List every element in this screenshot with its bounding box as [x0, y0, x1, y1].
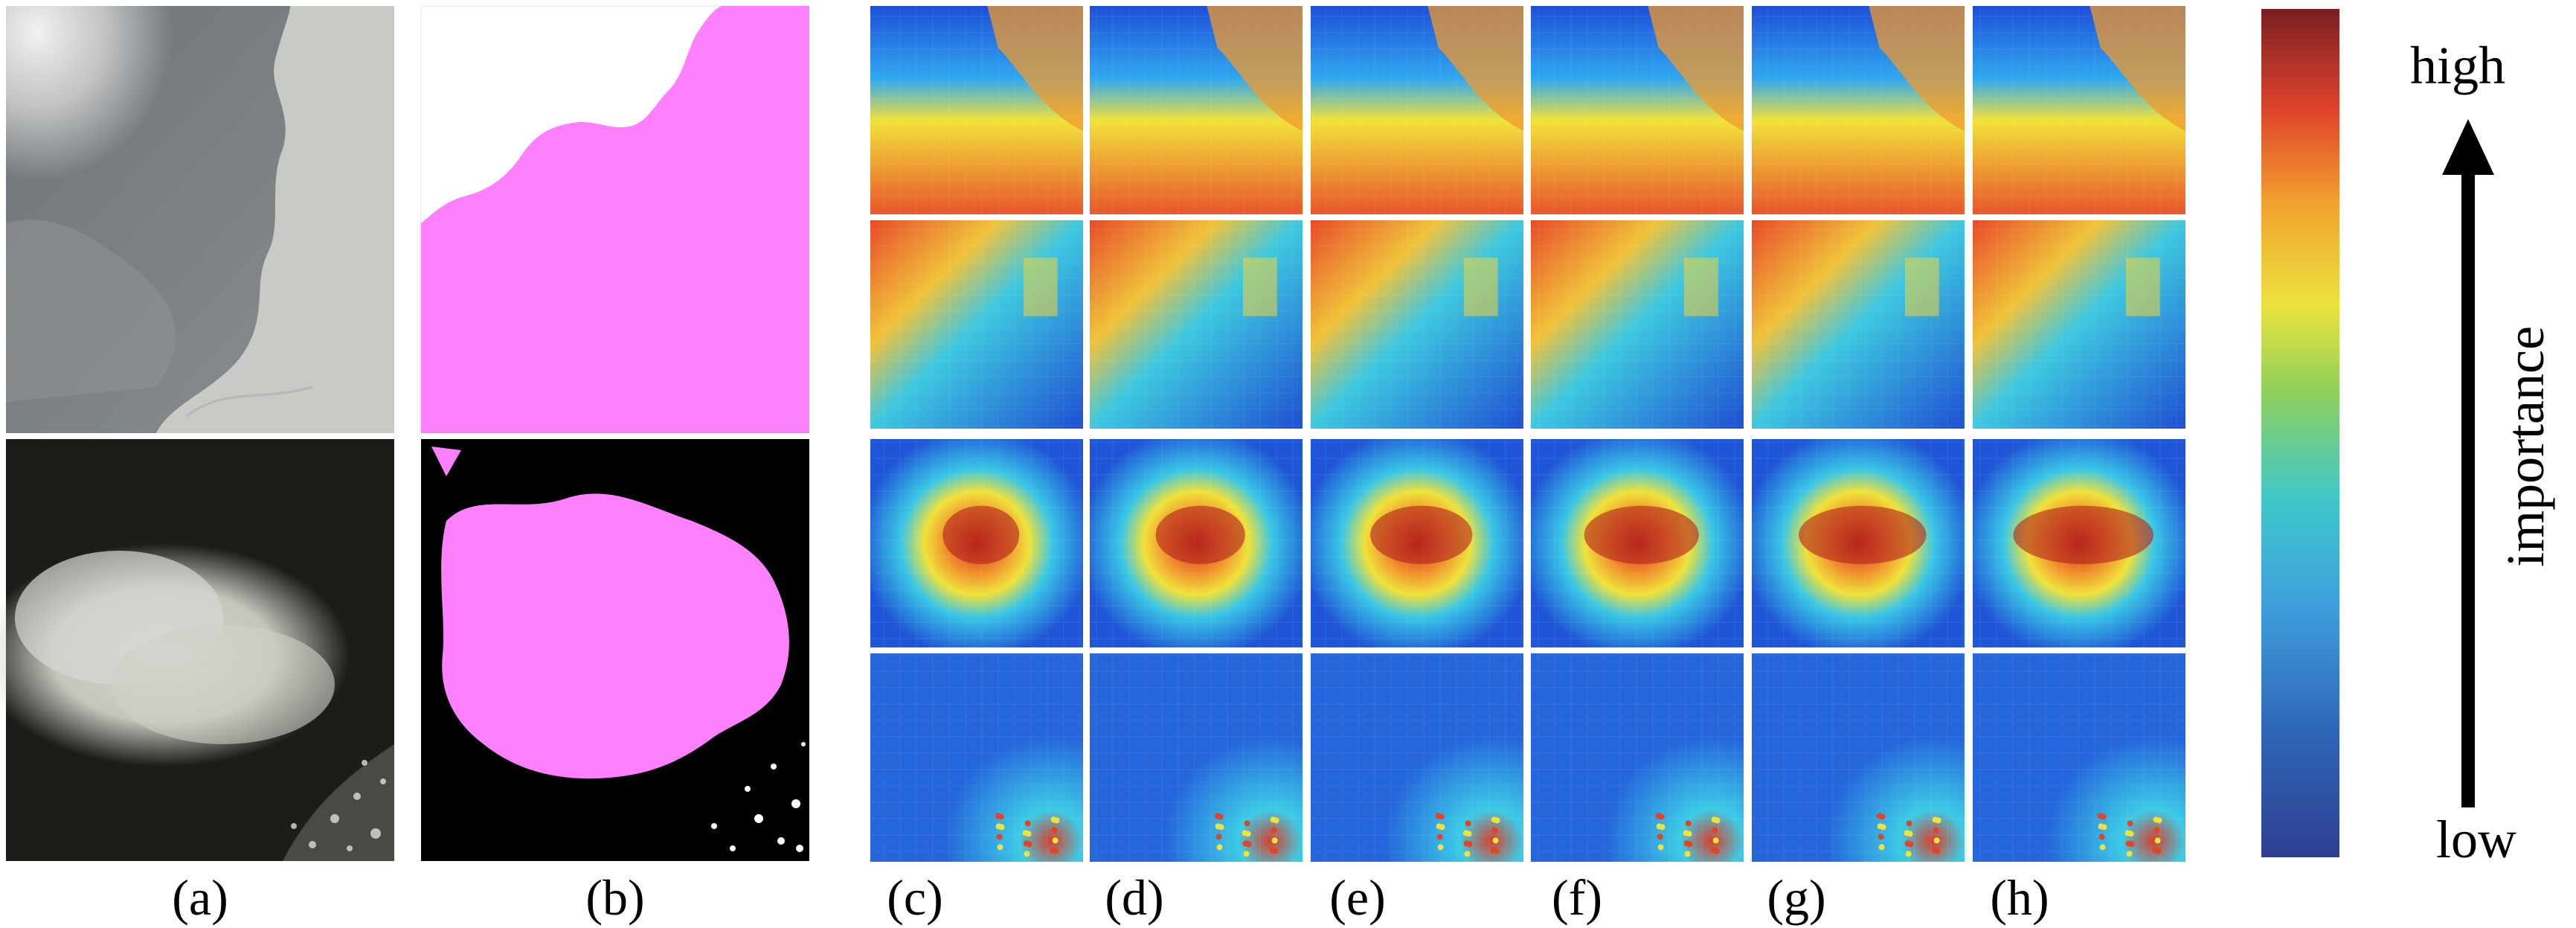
heatmap-h-row3 [1973, 439, 2185, 647]
heatmap-g-row3 [1752, 439, 1965, 647]
heatmap-d-row1 [1090, 6, 1303, 214]
heatmap-f-row4 [1531, 653, 1744, 862]
caption-b: (b) [585, 869, 645, 926]
heatmap-e-row1 [1311, 6, 1523, 214]
heatmap-g-row2 [1752, 220, 1965, 429]
scale-axis-label: importance [2496, 326, 2555, 567]
caption-d: (d) [1105, 869, 1164, 926]
heatmap-h-row2 [1973, 220, 2185, 429]
heatmap-c-row3 [870, 439, 1083, 647]
caption-a: (a) [172, 869, 228, 926]
heatmap-e-row2 [1311, 220, 1523, 429]
caption-c: (c) [887, 869, 943, 926]
heatmap-f-row3 [1531, 439, 1744, 647]
heatmap-f-row1 [1531, 6, 1744, 214]
heatmap-d-row4 [1090, 653, 1303, 862]
heatmap-g-row1 [1752, 6, 1965, 214]
caption-h: (h) [1990, 869, 2049, 926]
heatmap-d-row2 [1090, 220, 1303, 429]
scale-high-label: high [2410, 36, 2506, 95]
mask-b-row1 [420, 5, 810, 434]
heatmap-e-row3 [1311, 439, 1523, 647]
heatmap-h-row4 [1973, 653, 2185, 862]
caption-e: (e) [1329, 869, 1386, 926]
photo-a-row2 [0, 439, 394, 861]
caption-f: (f) [1552, 869, 1602, 926]
heatmap-c-row1 [870, 6, 1083, 214]
heatmap-grid [870, 6, 2185, 862]
heatmap-c-row2 [870, 220, 1083, 429]
heatmap-e-row4 [1311, 653, 1523, 862]
heatmap-c-row4 [870, 653, 1083, 862]
heatmap-d-row3 [1090, 439, 1303, 647]
heatmap-g-row4 [1752, 653, 1965, 862]
colorbar [2261, 9, 2339, 857]
mask-b-row2 [421, 439, 809, 861]
scale-low-label: low [2436, 810, 2516, 869]
heatmap-f-row2 [1531, 220, 1744, 429]
importance-arrow [2442, 119, 2494, 807]
photo-a-row1 [6, 6, 394, 433]
caption-g: (g) [1767, 869, 1826, 926]
heatmap-h-row1 [1973, 6, 2185, 214]
